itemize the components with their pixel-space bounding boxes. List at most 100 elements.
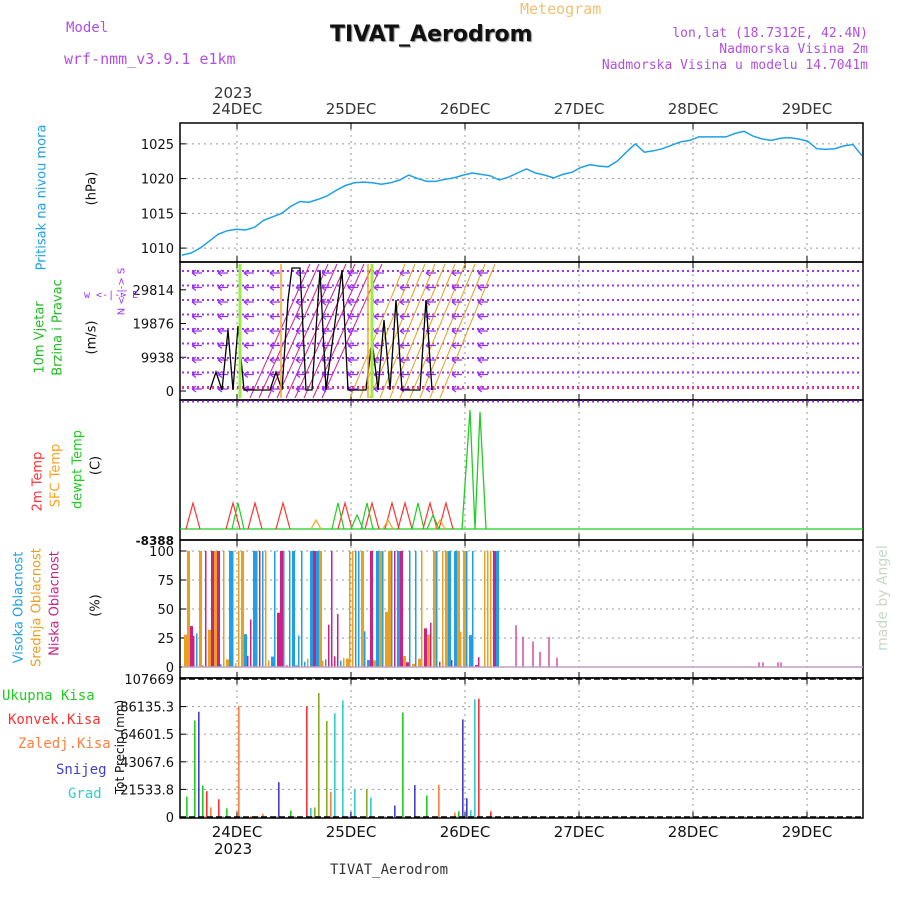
wind-arrow (373, 327, 384, 335)
cloud-bar (472, 551, 474, 667)
precip-bar (370, 797, 372, 817)
cloud-bar (187, 551, 190, 667)
cloud-bar (343, 657, 345, 667)
wind-arrow (477, 269, 488, 277)
precip-bar (262, 813, 264, 817)
temp2m-peak (384, 500, 400, 530)
pressure-tick-label: 1025 (141, 138, 174, 153)
cloud-bar (208, 629, 211, 667)
cloud-bar (340, 660, 342, 667)
top-year-label: 2023 (214, 84, 253, 102)
wind-diagonal (258, 263, 320, 399)
wind-arrow (243, 269, 254, 277)
precip-bar (462, 719, 464, 817)
wind-arrow (399, 269, 410, 277)
top-day-label: 26DEC (440, 100, 491, 118)
cloud-bar (217, 551, 220, 667)
precip-bar (314, 807, 316, 817)
footer-station: TIVAT_Aerodrom (330, 862, 449, 878)
cloud-bar (316, 551, 319, 667)
wind-arrow (477, 298, 488, 306)
cloud-bar (490, 551, 492, 667)
wind-arrow (451, 327, 462, 335)
cloud-bar (442, 551, 444, 667)
wind-arrow (399, 284, 410, 291)
cloud-bar (478, 657, 480, 667)
precip-unit-label: Tot Precip (mm) (113, 699, 127, 795)
wind-arrow (399, 342, 410, 349)
wind-arrow (243, 327, 254, 335)
wind-arrow (191, 385, 202, 393)
cloud-bar (379, 551, 382, 667)
cloud-bar (487, 551, 489, 667)
cloud-bar (436, 551, 438, 667)
cloud-tick-label: 50 (157, 603, 174, 618)
wind-arrow (425, 269, 436, 277)
dewpt-axis-label: dewpt Temp (70, 430, 86, 510)
precip-bar (414, 785, 416, 817)
cloud-bar (238, 551, 240, 667)
wind-arrow (477, 356, 488, 364)
precip-bar (250, 815, 252, 817)
bottom-day-label: 29DEC (782, 823, 833, 841)
cloud-bar (223, 551, 225, 667)
cloud-bar (220, 664, 222, 667)
cloud-bar (241, 551, 244, 667)
wind-arrow (347, 371, 358, 378)
wind-arrow (451, 356, 462, 364)
cloud-bar (439, 661, 441, 667)
cloud-bar (289, 551, 291, 667)
bottom-year-label: 2023 (214, 840, 253, 858)
cloud-bar (283, 551, 285, 667)
cloud-bar (310, 551, 313, 667)
precip-bar (186, 796, 188, 817)
cloud-bar (322, 660, 324, 667)
cloud-bar (433, 551, 436, 667)
cloud-bar (427, 634, 430, 667)
bottom-day-label: 24DEC (212, 823, 263, 841)
model-label: Model (66, 20, 109, 36)
cloud-bar (382, 551, 384, 667)
precip-bar (350, 813, 352, 817)
wind-diagonal (419, 263, 476, 399)
cloud-bar (385, 611, 388, 667)
wind-diagonal (276, 263, 338, 399)
cloud-bar (235, 663, 237, 667)
precip-bar (202, 785, 204, 817)
top-day-label: 28DEC (668, 100, 719, 118)
wind-arrow (347, 284, 358, 291)
wind-tick-label: 0 (166, 385, 174, 400)
cloud-bar (451, 659, 453, 667)
wind-arrow (269, 356, 280, 364)
temp-unit-label: (C) (88, 455, 104, 476)
cloud-bar (367, 660, 370, 667)
cloud-low-axis-label: Niska Oblacnost (47, 551, 63, 656)
top-day-label: 29DEC (782, 100, 833, 118)
dewpt-peak (331, 502, 345, 530)
pressure-axis-label: Pritisak na nivou mora (34, 124, 50, 271)
precip-bar (330, 791, 332, 817)
wind-arrow (373, 313, 384, 320)
top-day-label: 25DEC (326, 100, 377, 118)
wind-tick-label: 9938 (141, 351, 174, 366)
precip-bar (306, 706, 308, 817)
watermark: made by Angel (875, 545, 891, 651)
cloud-bar (361, 551, 364, 667)
cloud-bar (406, 662, 409, 667)
cloud-bar (268, 660, 270, 667)
bottom-day-label: 27DEC (554, 823, 605, 841)
cloud-bar (409, 551, 411, 667)
wind-arrow (191, 356, 202, 364)
wind-arrow (191, 371, 202, 378)
cloud-bar (328, 624, 330, 667)
precip-bar (318, 693, 320, 817)
dewpt-peak (411, 502, 425, 530)
precip-bar (454, 812, 456, 817)
cloud-bar (292, 551, 295, 667)
cloud-bar (313, 551, 316, 667)
cloud-bar (445, 551, 448, 667)
top-day-label: 24DEC (212, 100, 263, 118)
cloud-bar (265, 551, 267, 667)
precip-tick-label: 0 (166, 811, 174, 826)
wind-arrow (373, 284, 384, 291)
